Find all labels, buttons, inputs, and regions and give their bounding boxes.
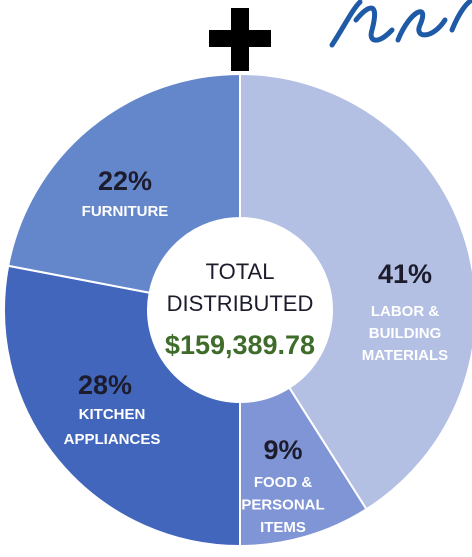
value-label: 9% [263,435,302,465]
category-label: LABOR & [371,303,439,320]
donut-hole [148,218,332,402]
category-label: BUILDING [369,325,442,342]
category-label: FOOD & [254,474,312,491]
plus-icon [209,8,271,71]
category-label: ITEMS [260,519,306,536]
center-label: TOTAL [206,259,275,284]
script-decoration [329,0,472,48]
center-label: DISTRIBUTED [167,291,314,316]
category-label: MATERIALS [362,347,448,364]
value-label: 22% [98,166,152,196]
category-label: FURNITURE [82,203,169,220]
value-label: 41% [378,259,432,289]
category-label: APPLIANCES [64,431,161,448]
center-value: $159,389.78 [165,330,315,360]
category-label: PERSONAL [241,496,324,513]
category-label: KITCHEN [79,406,146,423]
value-label: 28% [78,370,132,400]
